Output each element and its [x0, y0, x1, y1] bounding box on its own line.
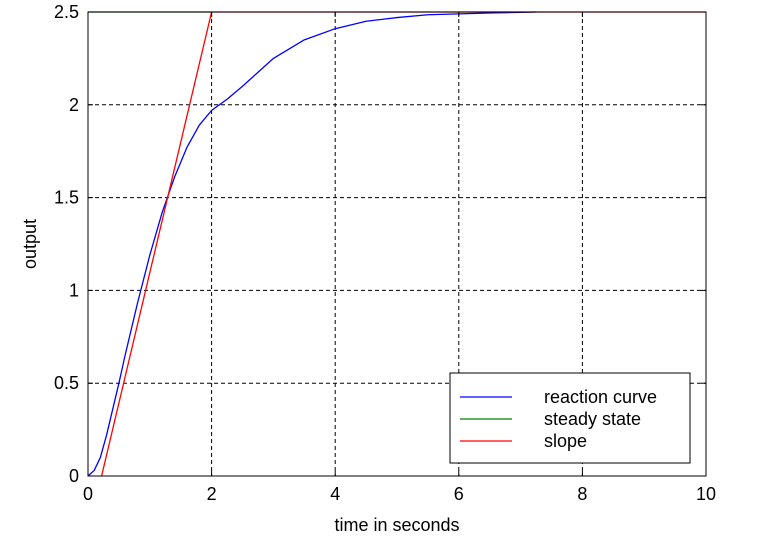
legend-box — [449, 372, 691, 464]
x-axis-label: time in seconds — [334, 515, 459, 535]
y-tick-label: 2 — [69, 95, 79, 115]
legend-label-reaction-curve: reaction curve — [544, 387, 657, 407]
y-axis-label: output — [20, 219, 40, 269]
y-tick-label: 0 — [69, 466, 79, 486]
y-tick-label: 1 — [69, 280, 79, 300]
y-tick-label: 1.5 — [54, 188, 79, 208]
y-tick-label: 2.5 — [54, 2, 79, 22]
grid-lines — [88, 12, 706, 476]
x-tick-label: 4 — [330, 484, 340, 504]
x-tick-label: 0 — [83, 484, 93, 504]
y-tick-label: 0.5 — [54, 373, 79, 393]
legend-label-slope: slope — [544, 431, 587, 451]
x-tick-label: 8 — [577, 484, 587, 504]
plot-frame — [87, 11, 707, 477]
x-tick-label: 2 — [207, 484, 217, 504]
x-tick-label: 6 — [454, 484, 464, 504]
x-tick-label: 10 — [696, 484, 716, 504]
series-line-reaction-curve — [87, 11, 537, 477]
tick-labels: 0 2 4 6 8 10 0 0.5 1 1.5 2 2.5 — [54, 2, 716, 504]
legend-label-steady-state: steady state — [544, 409, 641, 429]
tick-marks — [87, 11, 707, 477]
